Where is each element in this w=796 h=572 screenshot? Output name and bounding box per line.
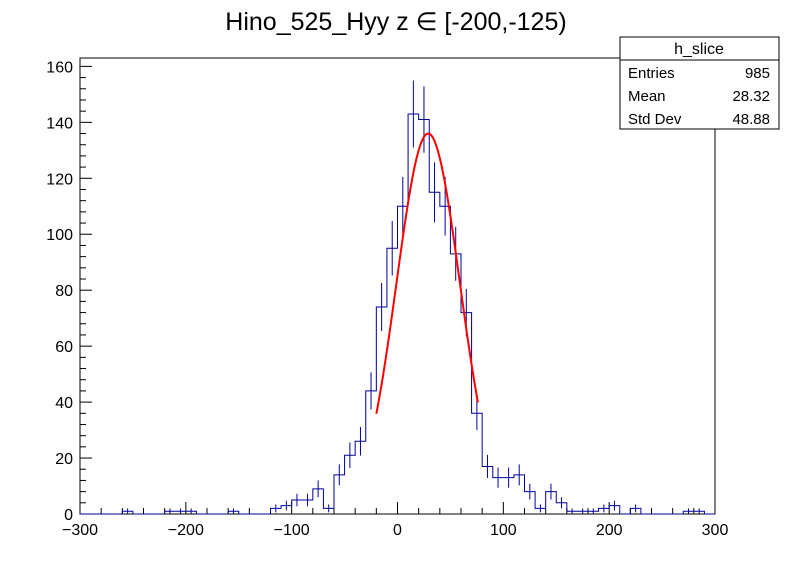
- y-tick-label: 140: [46, 115, 73, 132]
- y-tick-label: 80: [55, 283, 73, 300]
- gaussian-fit: [375, 132, 479, 414]
- stats-box-title: h_slice: [674, 41, 724, 58]
- stats-box: h_slice Entries 985 Mean 28.32 Std Dev 4…: [619, 36, 780, 130]
- x-axis: −300 −200 −100 0 100 200 300: [62, 502, 728, 539]
- y-axis: 0 20 40 60 80 100 120 140 160: [46, 59, 92, 524]
- x-tick-label: −200: [168, 522, 204, 539]
- x-tick-label: 300: [702, 522, 729, 539]
- x-tick-label: 200: [596, 522, 623, 539]
- stats-entries-value: 985: [745, 65, 770, 82]
- x-tick-label: −100: [274, 522, 310, 539]
- y-tick-label: 20: [55, 451, 73, 468]
- y-tick-label: 120: [46, 171, 73, 188]
- y-tick-label: 40: [55, 395, 73, 412]
- stats-box-frame: [619, 36, 780, 130]
- y-tick-label: 100: [46, 227, 73, 244]
- stats-entries-label: Entries: [628, 65, 675, 82]
- y-tick-label: 60: [55, 339, 73, 356]
- x-tick-label: 0: [393, 522, 402, 539]
- x-tick-label: −300: [62, 522, 98, 539]
- stats-stddev-label: Std Dev: [628, 111, 682, 128]
- y-tick-label: 160: [46, 59, 73, 76]
- stats-stddev-value: 48.88: [732, 111, 770, 128]
- histogram-outline: [80, 113, 715, 515]
- stats-mean-label: Mean: [628, 88, 666, 105]
- fit-curve: [375, 132, 479, 414]
- x-tick-label: 100: [490, 522, 517, 539]
- stats-mean-value: 28.32: [732, 88, 770, 105]
- histogram-series: [80, 80, 715, 515]
- y-tick-label: 0: [64, 507, 73, 524]
- chart-title: Hino_525_Hyy z ∈ [-200,-125): [225, 8, 566, 36]
